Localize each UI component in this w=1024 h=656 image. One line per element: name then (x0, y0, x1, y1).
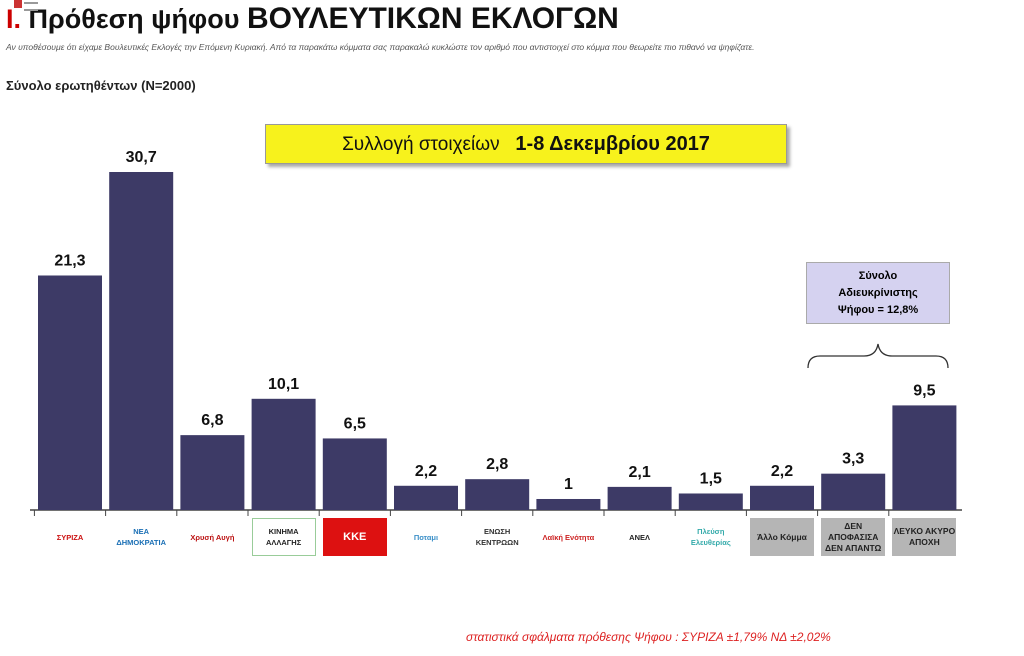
party-logo: ΝΕΑ ΔΗΜΟΚΡΑΤΙΑ (116, 527, 166, 547)
title-number: I. (6, 4, 22, 34)
party-logo: Ποταμι (413, 532, 439, 542)
data-label: 1,5 (700, 470, 722, 487)
party-logo: ΚΚΕ (322, 518, 387, 556)
bar (465, 479, 530, 510)
bar (536, 498, 601, 510)
data-label: 6,8 (201, 412, 223, 429)
data-label: 2,1 (628, 464, 650, 481)
party-logo: Λαϊκή Ενότητα (542, 532, 595, 542)
page-title: I. Πρόθεση ψήφου ΒΟΥΛΕΥΤΙΚΩΝ ΕΚΛΟΓΩΝ (6, 2, 619, 36)
party-logo: ΑΝΕΛ (629, 532, 651, 542)
category-label: ΔΕΝ ΑΠΟΦΑΣΙΣΑ ΔΕΝ ΑΠΑΝΤΩ (821, 518, 886, 556)
bar (322, 438, 387, 510)
bar (678, 493, 743, 510)
party-logo: ΚΙΝΗΜΑ ΑΛΛΑΓΗΣ (251, 518, 316, 556)
bar (394, 485, 458, 510)
data-label: 10,1 (268, 376, 299, 393)
bar (892, 405, 957, 510)
data-label: 2,8 (486, 456, 508, 473)
bar (109, 172, 174, 510)
data-label: 2,2 (771, 463, 793, 480)
data-label: 6,5 (344, 415, 366, 432)
category-label: Άλλο Κόμμα (750, 518, 814, 556)
party-logo: ΕΝΩΣΗ ΚΕΝΤΡΩΩΝ (475, 527, 519, 547)
footnote: στατιστικά σφάλματα πρόθεσης Ψήφου : ΣΥΡ… (466, 630, 831, 644)
date-prefix: Συλλογή στοιχείων (342, 134, 500, 155)
brand-logo (14, 0, 38, 11)
date-range: 1-8 Δεκεμβρίου 2017 (515, 133, 710, 155)
bar (38, 275, 102, 510)
annotation-line: Ψήφου = 12,8% (837, 304, 919, 316)
data-label: 1 (564, 476, 573, 493)
data-label: 9,5 (913, 382, 935, 399)
party-logo: Χρυσή Αυγή (190, 532, 235, 542)
brace (807, 343, 949, 369)
data-label: 21,3 (54, 252, 85, 269)
bar (251, 398, 316, 510)
bar (821, 473, 886, 510)
bar (607, 486, 672, 510)
title-main: Πρόθεση ψήφου (28, 4, 240, 34)
party-logo: Πλεύση Ελευθερίας (690, 527, 731, 547)
annotation-line: Σύνολο (858, 270, 898, 282)
bar (180, 435, 245, 510)
annotation-line: Αδιευκρίνιστης (838, 287, 918, 299)
question-text: Αν υποθέσουμε ότι είχαμε Βουλευτικές Εκλ… (6, 42, 755, 52)
category-label: ΛΕΥΚΟ ΑΚΥΡΟ ΑΠΟΧΗ (892, 518, 957, 556)
data-label: 2,2 (415, 463, 437, 480)
title-emphasis: ΒΟΥΛΕΥΤΙΚΩΝ ΕΚΛΟΓΩΝ (246, 2, 619, 35)
bar (750, 485, 814, 510)
party-logo: ΣΥΡΙΖΑ (56, 532, 84, 542)
data-label: 3,3 (842, 451, 864, 468)
undecided-annotation: Σύνολο Αδιευκρίνιστης Ψήφου = 12,8% (806, 262, 950, 324)
sample-size: Σύνολο ερωτηθέντων (N=2000) (6, 78, 196, 93)
data-label: 30,7 (126, 149, 157, 166)
date-box: Συλλογή στοιχείων 1-8 Δεκεμβρίου 2017 (265, 124, 787, 164)
